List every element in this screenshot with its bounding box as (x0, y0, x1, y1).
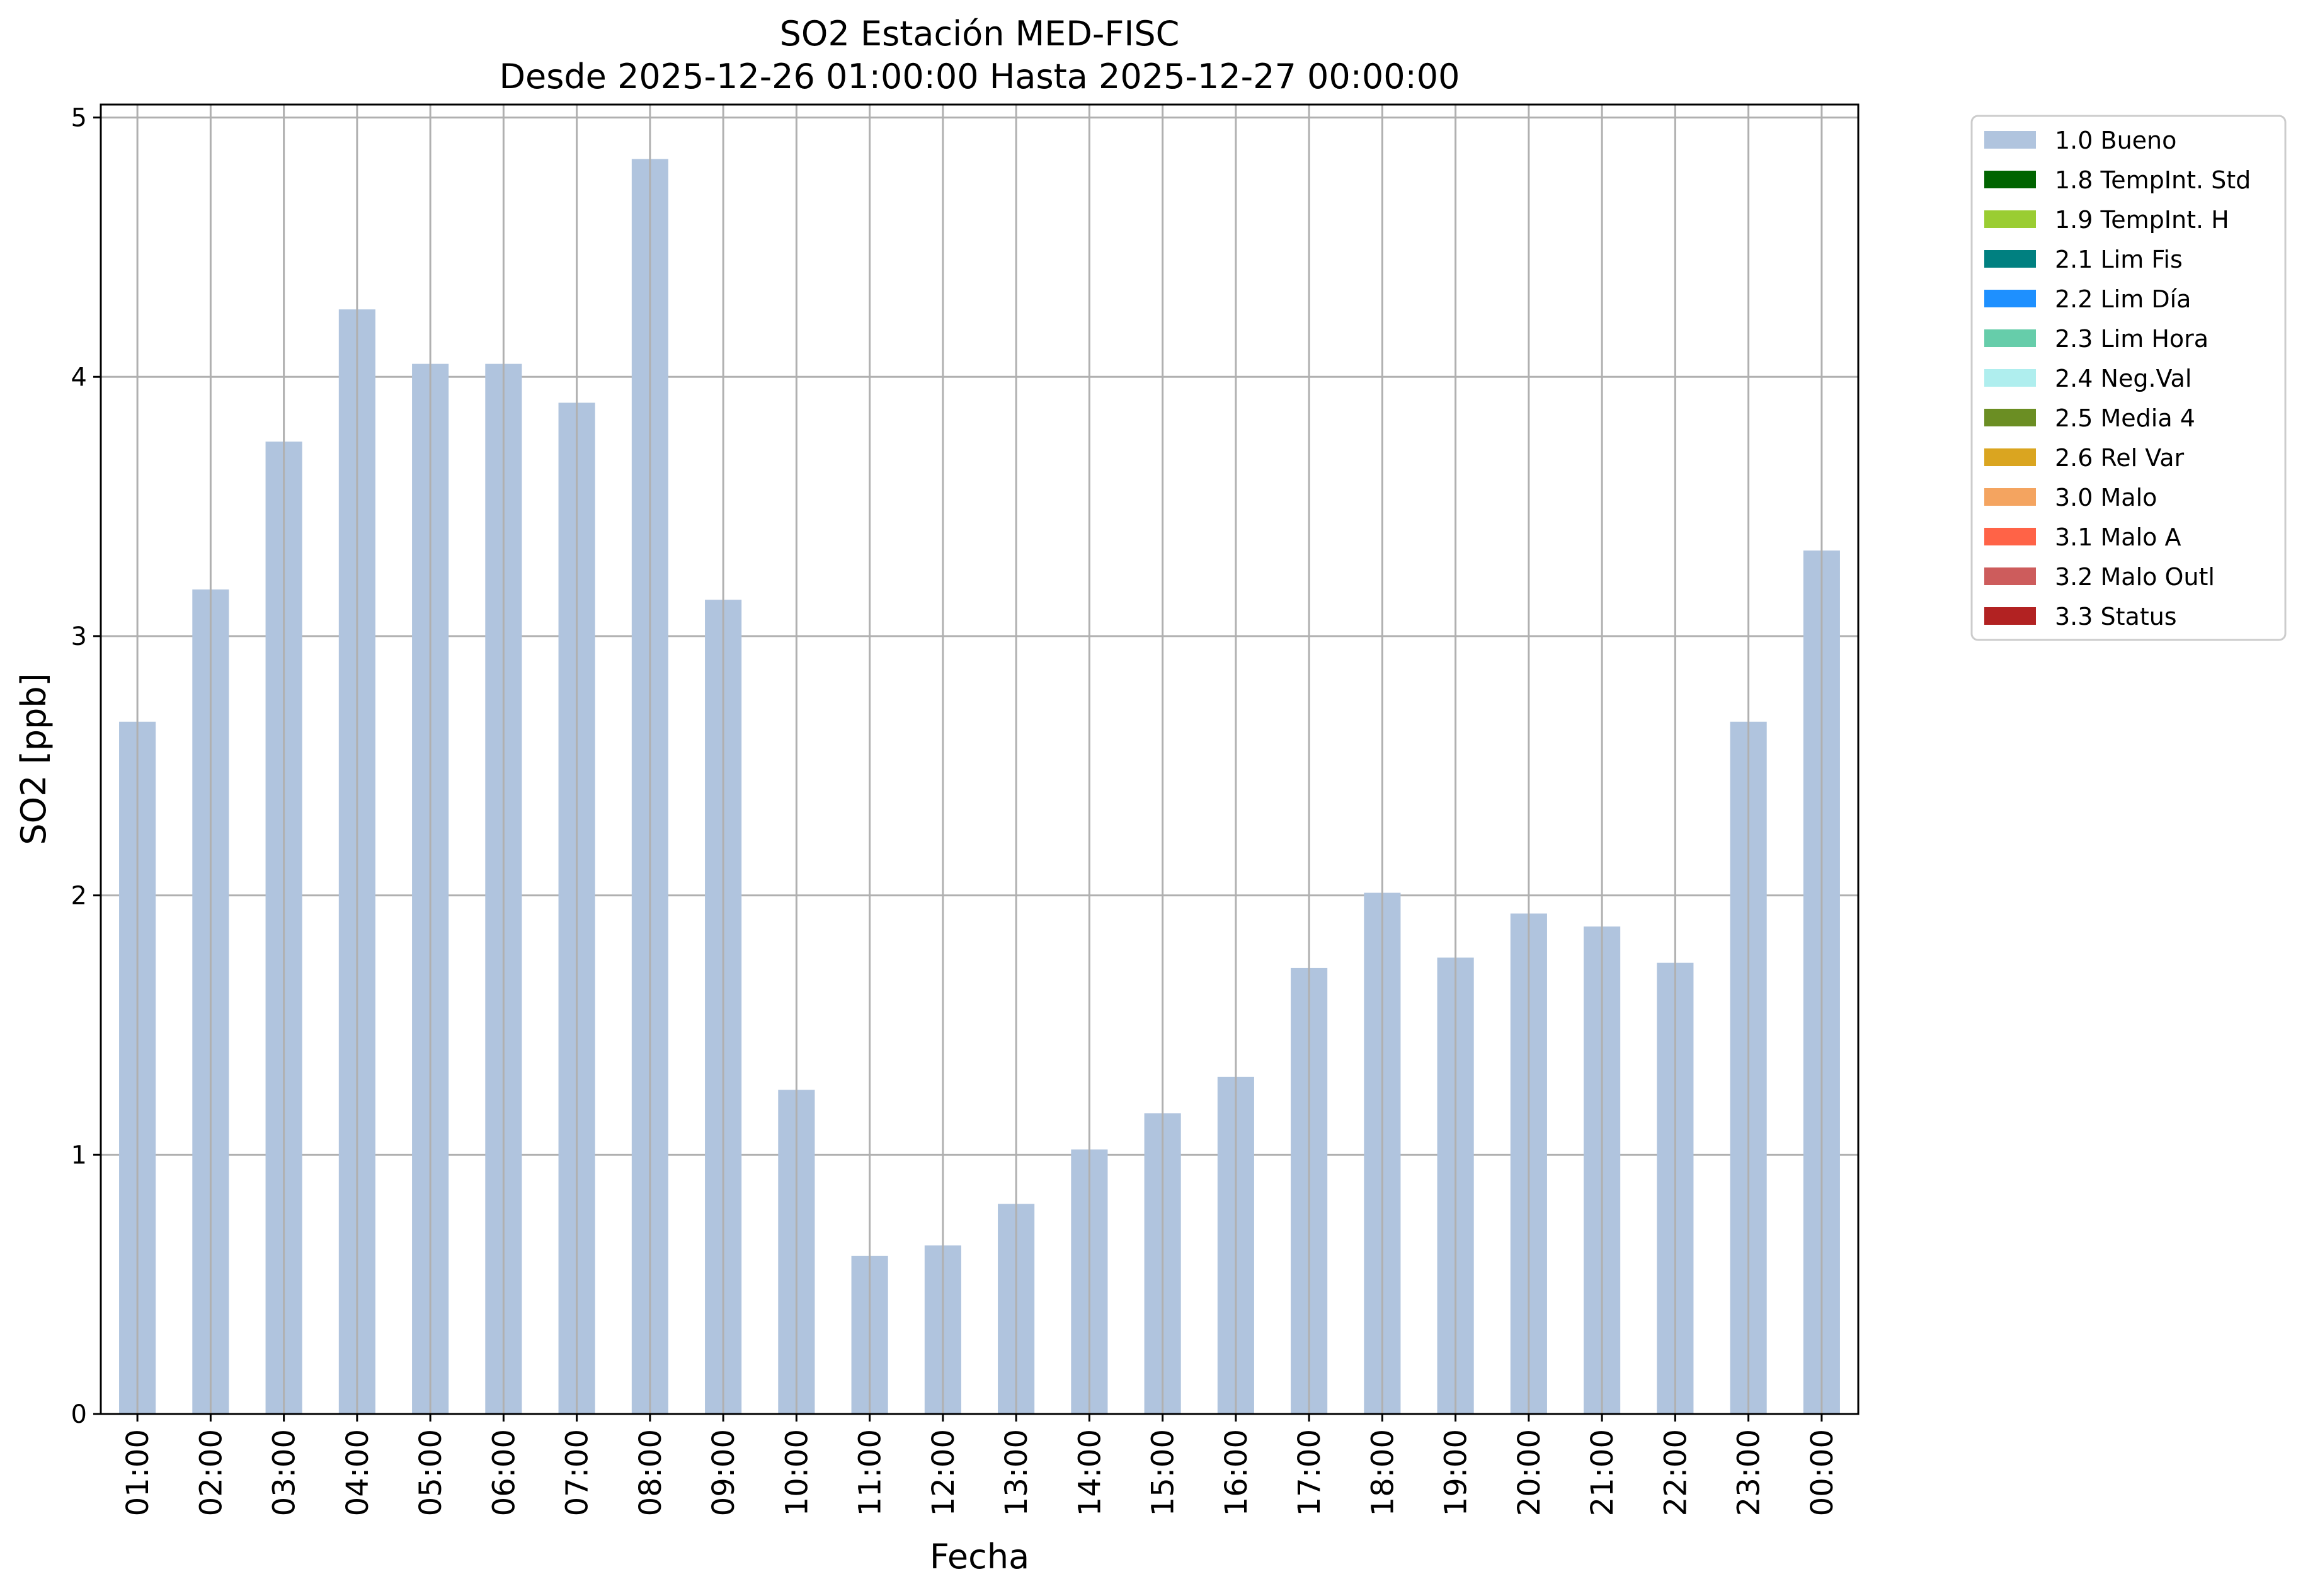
legend-entry: 3.1 Malo A (2055, 523, 2181, 551)
x-tick-label: 21:00 (1585, 1429, 1620, 1516)
legend-entry: 1.0 Bueno (2055, 127, 2176, 154)
y-tick-label: 0 (71, 1400, 87, 1429)
y-tick-label: 2 (71, 882, 87, 911)
x-tick-label: 23:00 (1732, 1429, 1767, 1516)
bars (119, 159, 1840, 1415)
x-grid-lines (136, 105, 1823, 1414)
y-axis-label: SO2 [ppb] (14, 673, 54, 845)
x-tick-label: 14:00 (1072, 1429, 1107, 1516)
legend-swatch (1984, 171, 2036, 188)
legend-swatch (1984, 488, 2036, 506)
x-tick-label: 11:00 (853, 1429, 888, 1516)
x-tick-label: 19:00 (1439, 1429, 1474, 1516)
legend-entry: 2.5 Media 4 (2055, 404, 2195, 432)
legend: 1.0 Bueno 1.8 TempInt. Std 1.9 TempInt. H 2… (1970, 115, 2287, 641)
x-axis-label: Fecha (930, 1537, 1029, 1576)
legend-swatch (1984, 290, 2036, 307)
y-tick-label: 1 (71, 1141, 87, 1170)
x-axis-ticks: 01:00 02:00 03:00 04:00 05:00 06:00 07:00 08:00… (120, 1414, 1840, 1516)
legend-frame (1970, 115, 2287, 641)
legend-swatch (1984, 250, 2036, 268)
legend-swatch (1984, 567, 2036, 585)
x-tick-label: 20:00 (1512, 1429, 1547, 1516)
legend-entry: 1.9 TempInt. H (2055, 206, 2229, 234)
legend-swatch (1984, 448, 2036, 466)
y-tick-label: 5 (71, 104, 87, 133)
x-tick-label: 05:00 (413, 1429, 449, 1516)
x-tick-label: 09:00 (706, 1429, 741, 1516)
y-axis-ticks: 0 1 2 3 4 5 (71, 104, 101, 1429)
x-tick-label: 07:00 (560, 1429, 595, 1516)
legend-entry: 2.1 Lim Fis (2055, 246, 2183, 273)
legend-swatch (1984, 528, 2036, 545)
legend-entry: 3.0 Malo (2055, 484, 2157, 511)
x-tick-label: 15:00 (1146, 1429, 1181, 1516)
x-tick-label: 04:00 (340, 1429, 375, 1516)
legend-swatch (1984, 607, 2036, 625)
y-tick-label: 3 (71, 622, 87, 651)
x-tick-label: 02:00 (193, 1429, 229, 1516)
x-tick-label: 03:00 (267, 1429, 302, 1516)
legend-swatch (1984, 329, 2036, 347)
chart-title: SO2 Estación MED-FISC (780, 14, 1180, 54)
x-tick-label: 10:00 (779, 1429, 814, 1516)
x-tick-label: 13:00 (999, 1429, 1034, 1516)
chart-subtitle: Desde 2025-12-26 01:00:00 Hasta 2025-12-… (499, 57, 1460, 96)
x-tick-label: 12:00 (926, 1429, 961, 1516)
legend-entry: 3.2 Malo Outl (2055, 563, 2215, 591)
x-tick-label: 16:00 (1219, 1429, 1254, 1516)
legend-swatch (1984, 369, 2036, 387)
legend-swatch (1984, 131, 2036, 149)
legend-swatch (1984, 210, 2036, 228)
x-tick-label: 18:00 (1365, 1429, 1400, 1516)
x-tick-label: 01:00 (120, 1429, 156, 1516)
legend-entry: 2.2 Lim Día (2055, 285, 2191, 313)
legend-entry: 1.8 TempInt. Std (2055, 166, 2251, 194)
x-tick-label: 22:00 (1658, 1429, 1693, 1516)
plot-frame (100, 103, 1860, 1415)
y-tick-label: 4 (71, 363, 87, 392)
x-tick-label: 00:00 (1805, 1429, 1840, 1516)
legend-entry: 2.3 Lim Hora (2055, 325, 2209, 353)
x-tick-label: 17:00 (1292, 1429, 1327, 1516)
legend-entry: 3.3 Status (2055, 603, 2177, 630)
x-tick-label: 08:00 (633, 1429, 668, 1516)
x-tick-label: 06:00 (486, 1429, 522, 1516)
legend-swatch (1984, 409, 2036, 426)
legend-entry: 2.6 Rel Var (2055, 444, 2185, 472)
legend-entry: 2.4 Neg.Val (2055, 365, 2192, 392)
